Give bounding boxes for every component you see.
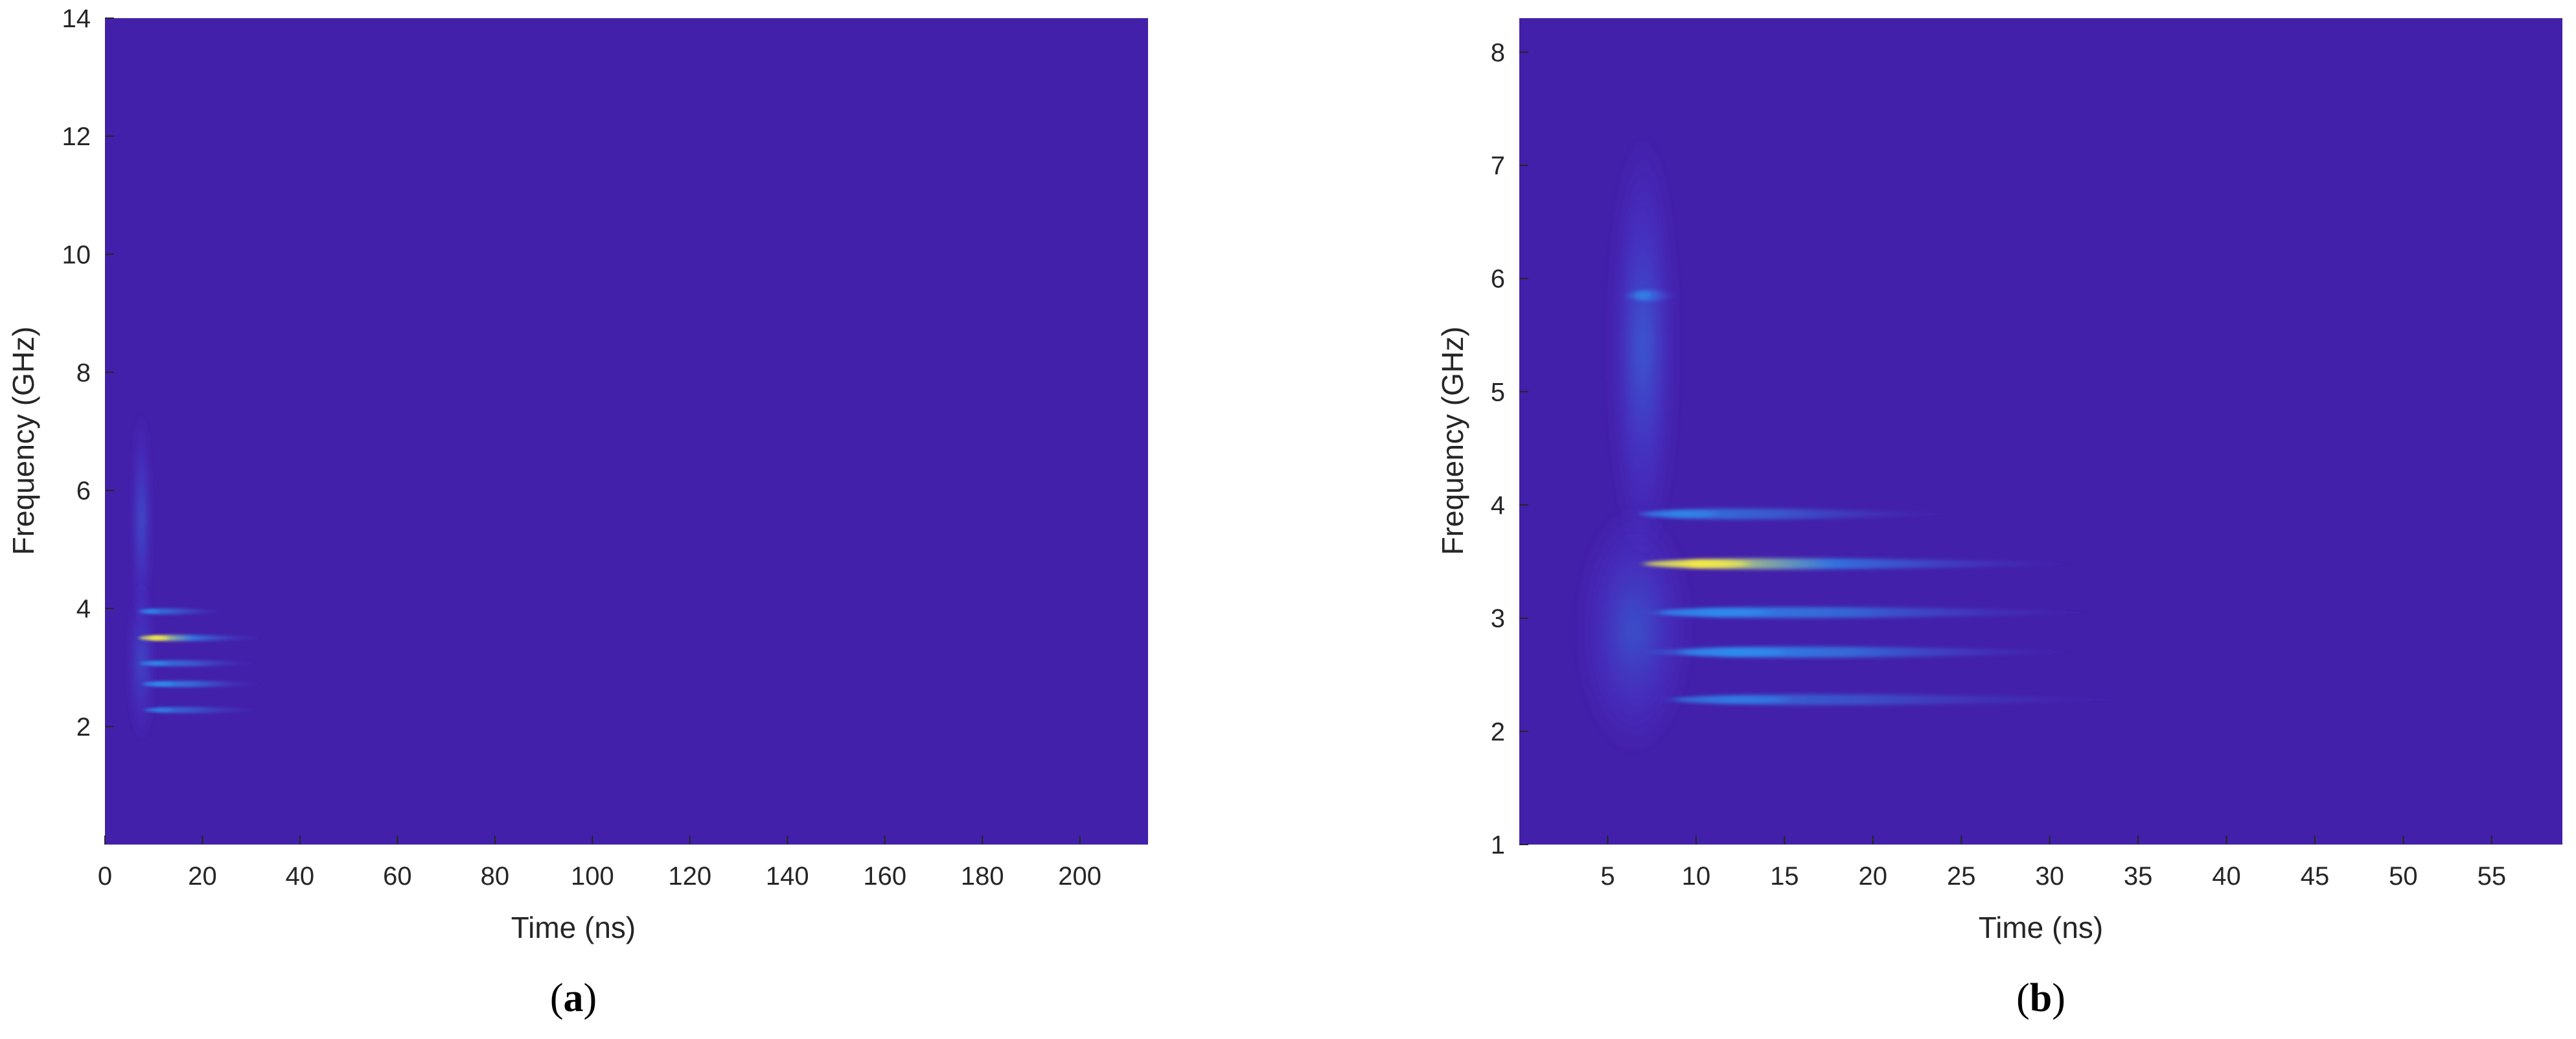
panel-a-x-ticks: 0 20 40 60 80 100 120 140 160 180 200 [98,835,1101,891]
panel-b-y-tick-label: 1 [1491,831,1505,859]
panel-a-y-tick-label: 6 [76,477,91,506]
panel-b-band-peak [1643,560,1749,567]
panel-b-y-tick-label: 6 [1491,265,1505,294]
panel-b-label: (b) [2016,976,2065,1020]
panel-b-frequency-band [1625,290,1679,301]
panel-b-y-tick-label: 2 [1491,718,1505,746]
panel-b-x-tick-label: 25 [1947,862,1976,891]
panel-a-y-ticks: 2 4 6 8 10 12 14 [62,5,114,741]
panel-a-x-tick-label: 100 [571,862,614,891]
panel-b-y-axis-label: Frequency (GHz) [1436,327,1469,555]
panel-a-label: (a) [550,976,597,1020]
panel-a-y-tick-label: 2 [76,713,91,741]
panel-b-frequency-band [1643,558,2086,570]
panel-b-x-ticks: 5 10 15 20 25 30 35 40 45 50 55 [1600,835,2506,891]
panel-a-y-tick-label: 12 [62,123,91,151]
panel-a-frequency-band [139,660,261,667]
panel-a-band-peak [138,636,169,640]
panel-a-frequency-band [139,608,227,615]
panel-a-x-tick-label: 0 [98,862,112,891]
panel-b-band-peak [1637,292,1650,299]
panel-b-band-peak [1659,609,1769,616]
panel-a-x-tick-label: 160 [863,862,906,891]
panel-b-plot-area [1519,18,2562,845]
panel-a-energy-lobe [132,408,150,633]
panel-b-frequency-band [1661,694,2139,705]
panel-b-energy-lobe [1578,505,1691,754]
panel-b-x-axis-label: Time (ns) [1979,911,2104,944]
panel-a-band-peak [143,682,174,686]
panel-a-band-peak [138,609,159,614]
panel-a-y-tick-label: 4 [76,595,91,624]
panel-a-band-peak [139,661,168,666]
panel-a-x-tick-label: 20 [188,862,217,891]
panel-b-y-tick-label: 5 [1491,378,1505,406]
panel-b-y-tick-label: 3 [1491,605,1505,633]
panel-b-frequency-band [1643,508,1962,520]
panel-a-x-tick-label: 60 [383,862,412,891]
panel-a-x-tick-label: 120 [668,862,711,891]
panel-b-x-tick-label: 40 [2212,862,2241,891]
panel-b-x-tick-label: 45 [2301,862,2330,891]
panel-a-x-tick-label: 80 [481,862,510,891]
panel-a-plot-area [105,18,1148,845]
panel-a-x-tick-label: 140 [766,862,809,891]
panel-b-band-peak [1678,649,1785,656]
panel-b-x-tick-label: 50 [2389,862,2418,891]
panel-a-x-tick-label: 40 [286,862,315,891]
panel-b-heatmap-background [1519,18,2562,845]
panel-b-frequency-band [1643,607,2103,618]
panel-a-energy-lobe [128,579,155,745]
panel-a: 0 20 40 60 80 100 120 140 160 180 200 2 4 6 8 10 12 14 T… [6,5,1148,1020]
panel-b-band-peak [1640,511,1717,517]
panel-a-frequency-band [144,706,266,714]
panel-a-band-peak [144,708,174,712]
panel-a-y-axis-label: Frequency (GHz) [6,327,40,555]
panel-a-frequency-band [139,635,266,642]
panel-a-x-tick-label: 200 [1058,862,1101,891]
panel-a-x-axis-label: Time (ns) [511,911,636,944]
panel-a-y-tick-label: 8 [76,358,91,387]
panel-b-y-tick-label: 8 [1491,38,1505,67]
panel-b-x-tick-label: 55 [2478,862,2507,891]
panel-b-y-ticks: 1 2 3 4 5 6 7 8 [1491,38,1528,859]
panel-b-x-tick-label: 15 [1770,862,1799,891]
panel-b-energy-lobe [1611,131,1675,562]
panel-b-x-tick-label: 10 [1682,862,1711,891]
panel-b-x-tick-label: 20 [1859,862,1888,891]
panel-b-x-tick-label: 30 [2035,862,2064,891]
panel-b-y-tick-label: 4 [1491,491,1505,520]
panel-b-y-tick-label: 7 [1491,152,1505,180]
panel-a-x-tick-label: 180 [961,862,1004,891]
panel-b-band-peak [1674,696,1789,703]
panel-a-y-tick-label: 10 [62,240,91,269]
panel-b-x-tick-label: 5 [1600,862,1615,891]
panel-b-x-tick-label: 35 [2124,862,2153,891]
panel-a-frequency-band [139,681,266,688]
panel-a-y-tick-label: 14 [62,5,91,33]
panel-a-heatmap-background [105,18,1148,845]
